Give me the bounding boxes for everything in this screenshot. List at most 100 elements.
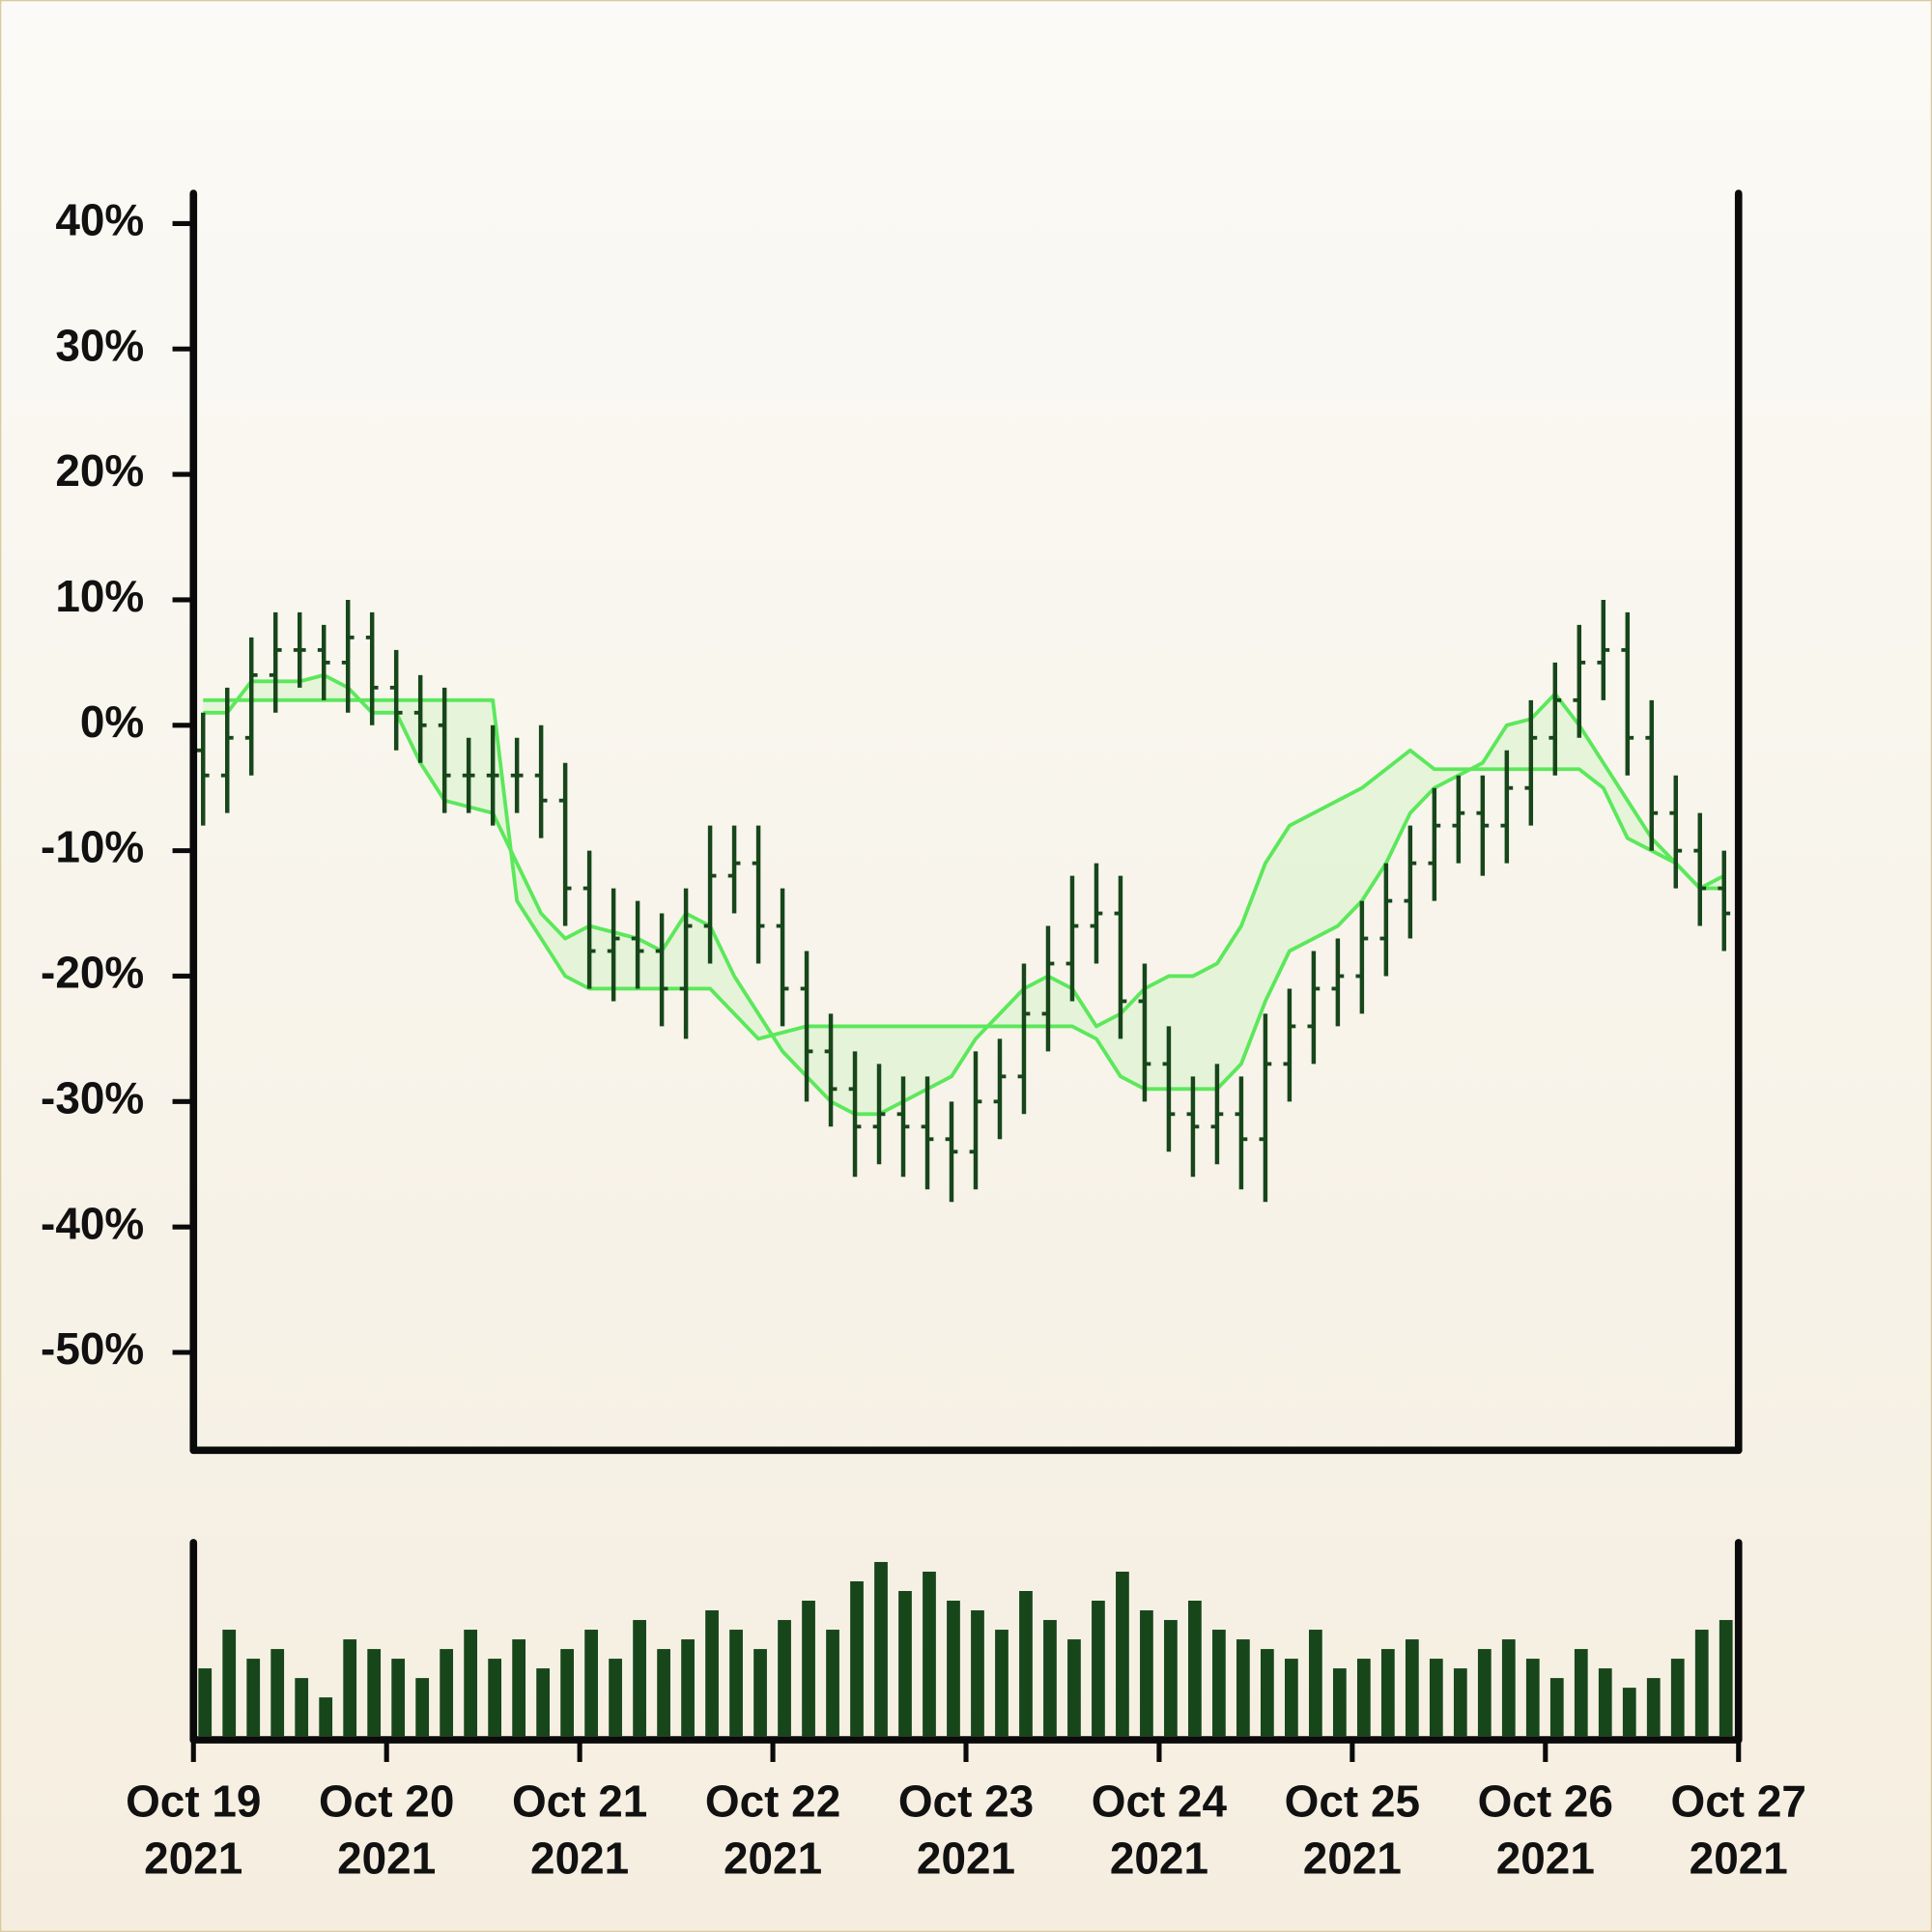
volume-bar xyxy=(971,1610,984,1737)
x-tick-label-line: 2021 xyxy=(337,1833,436,1883)
volume-bar xyxy=(560,1649,574,1737)
volume-bar xyxy=(633,1620,646,1737)
x-tick-label: Oct 24 2021 xyxy=(1092,1776,1228,1884)
volume-bar xyxy=(1380,1649,1395,1737)
x-tick-label-line: 2021 xyxy=(1303,1833,1402,1883)
y-tick-label: 30% xyxy=(55,320,144,370)
x-tick-label-line: 2021 xyxy=(1496,1833,1595,1883)
x-tick-label-line: 2021 xyxy=(1110,1833,1208,1883)
volume-bar xyxy=(222,1630,237,1737)
volume-bar xyxy=(850,1580,864,1737)
volume-bar xyxy=(536,1668,550,1737)
volume-bar xyxy=(1092,1601,1105,1737)
x-tick-label-line: Oct 21 xyxy=(512,1776,647,1827)
volume-bar xyxy=(1549,1678,1564,1737)
volume-bar xyxy=(1525,1659,1540,1737)
volume-bar xyxy=(995,1630,1009,1737)
volume-bar xyxy=(923,1571,936,1737)
volume-bar xyxy=(1477,1649,1492,1737)
volume-bar xyxy=(1405,1639,1419,1737)
x-tick-label-line: Oct 25 xyxy=(1285,1776,1420,1827)
volume-bar xyxy=(1140,1610,1153,1737)
volume-bar xyxy=(440,1649,454,1737)
volume-bar xyxy=(1236,1639,1250,1737)
y-tick-label: -30% xyxy=(41,1072,144,1122)
volume-bar xyxy=(802,1601,815,1737)
volume-bar xyxy=(415,1678,430,1737)
x-tick-label-line: Oct 22 xyxy=(705,1776,840,1827)
x-tick-label: Oct 19 2021 xyxy=(126,1776,261,1884)
cloud-line xyxy=(203,692,1724,1092)
x-tick-label-line: Oct 26 xyxy=(1478,1776,1613,1827)
volume-bar xyxy=(1067,1639,1081,1737)
y-tick-label: 0% xyxy=(80,696,144,747)
x-tick-label-line: 2021 xyxy=(724,1833,822,1883)
volume-bar xyxy=(705,1610,719,1737)
volume-bar xyxy=(874,1561,888,1737)
cloud-fill xyxy=(203,674,1724,1115)
volume-bar xyxy=(488,1659,502,1737)
volume-bar xyxy=(1332,1668,1347,1737)
volume-bar xyxy=(1719,1620,1733,1737)
volume-bar xyxy=(512,1639,526,1737)
volume-bar xyxy=(1646,1678,1661,1737)
volume-bar xyxy=(464,1630,478,1737)
plot-area xyxy=(196,599,1733,1737)
volume-bar xyxy=(1188,1601,1202,1737)
volume-bar xyxy=(729,1630,743,1737)
volume-bar xyxy=(343,1639,357,1737)
volume-bar xyxy=(1164,1620,1178,1737)
x-tick-label-line: Oct 24 xyxy=(1092,1776,1228,1827)
volume-bar xyxy=(246,1659,261,1737)
x-tick-label-line: 2021 xyxy=(144,1833,242,1883)
volume-bar xyxy=(1501,1639,1516,1737)
volume-bar xyxy=(753,1649,767,1737)
y-tick-label: 20% xyxy=(55,445,144,496)
volume-bar xyxy=(1622,1688,1636,1737)
volume-bar xyxy=(778,1620,791,1737)
volume-bar xyxy=(1429,1659,1443,1737)
volume-bar xyxy=(1019,1591,1033,1737)
y-tick-label: 10% xyxy=(55,571,144,621)
x-tick-label: Oct 20 2021 xyxy=(319,1776,454,1884)
x-tick-label-line: Oct 20 xyxy=(319,1776,454,1827)
x-tick-label: Oct 22 2021 xyxy=(705,1776,840,1884)
volume-bar xyxy=(1598,1668,1612,1737)
volume-bar xyxy=(681,1639,695,1737)
x-tick-label-line: Oct 27 xyxy=(1671,1776,1806,1827)
volume-bar xyxy=(319,1697,333,1737)
volume-bar xyxy=(1453,1668,1467,1737)
volume-bar xyxy=(1116,1571,1129,1737)
x-tick-label-line: 2021 xyxy=(1690,1833,1788,1883)
x-tick-label: Oct 21 2021 xyxy=(512,1776,647,1884)
volume-bar xyxy=(1308,1630,1322,1737)
volume-bar xyxy=(1356,1659,1371,1737)
volume-bar xyxy=(826,1630,839,1737)
volume-bar xyxy=(1694,1630,1709,1737)
y-tick-label: -20% xyxy=(41,948,144,998)
volume-bar xyxy=(1670,1659,1685,1737)
volume-bar xyxy=(609,1659,622,1737)
x-tick-label-line: Oct 23 xyxy=(898,1776,1034,1827)
x-tick-label: Oct 23 2021 xyxy=(898,1776,1034,1884)
y-tick-label: -50% xyxy=(41,1323,144,1374)
y-tick-label: -40% xyxy=(41,1198,144,1248)
volume-bar xyxy=(1284,1659,1298,1737)
volume-bar xyxy=(1574,1649,1588,1737)
volume-bar xyxy=(270,1649,285,1737)
volume-bar xyxy=(657,1649,670,1737)
x-tick-label-line: 2021 xyxy=(917,1833,1015,1883)
volume-bar xyxy=(367,1649,382,1737)
x-tick-label-line: Oct 19 xyxy=(126,1776,261,1827)
x-tick-label: Oct 27 2021 xyxy=(1671,1776,1806,1884)
volume-bar xyxy=(1043,1620,1057,1737)
x-tick-label: Oct 26 2021 xyxy=(1478,1776,1613,1884)
x-tick-label: Oct 25 2021 xyxy=(1285,1776,1420,1884)
volume-bar xyxy=(584,1630,598,1737)
y-tick-label: -10% xyxy=(41,822,144,872)
volume-bar xyxy=(898,1591,912,1737)
volume-bar xyxy=(1212,1630,1226,1737)
